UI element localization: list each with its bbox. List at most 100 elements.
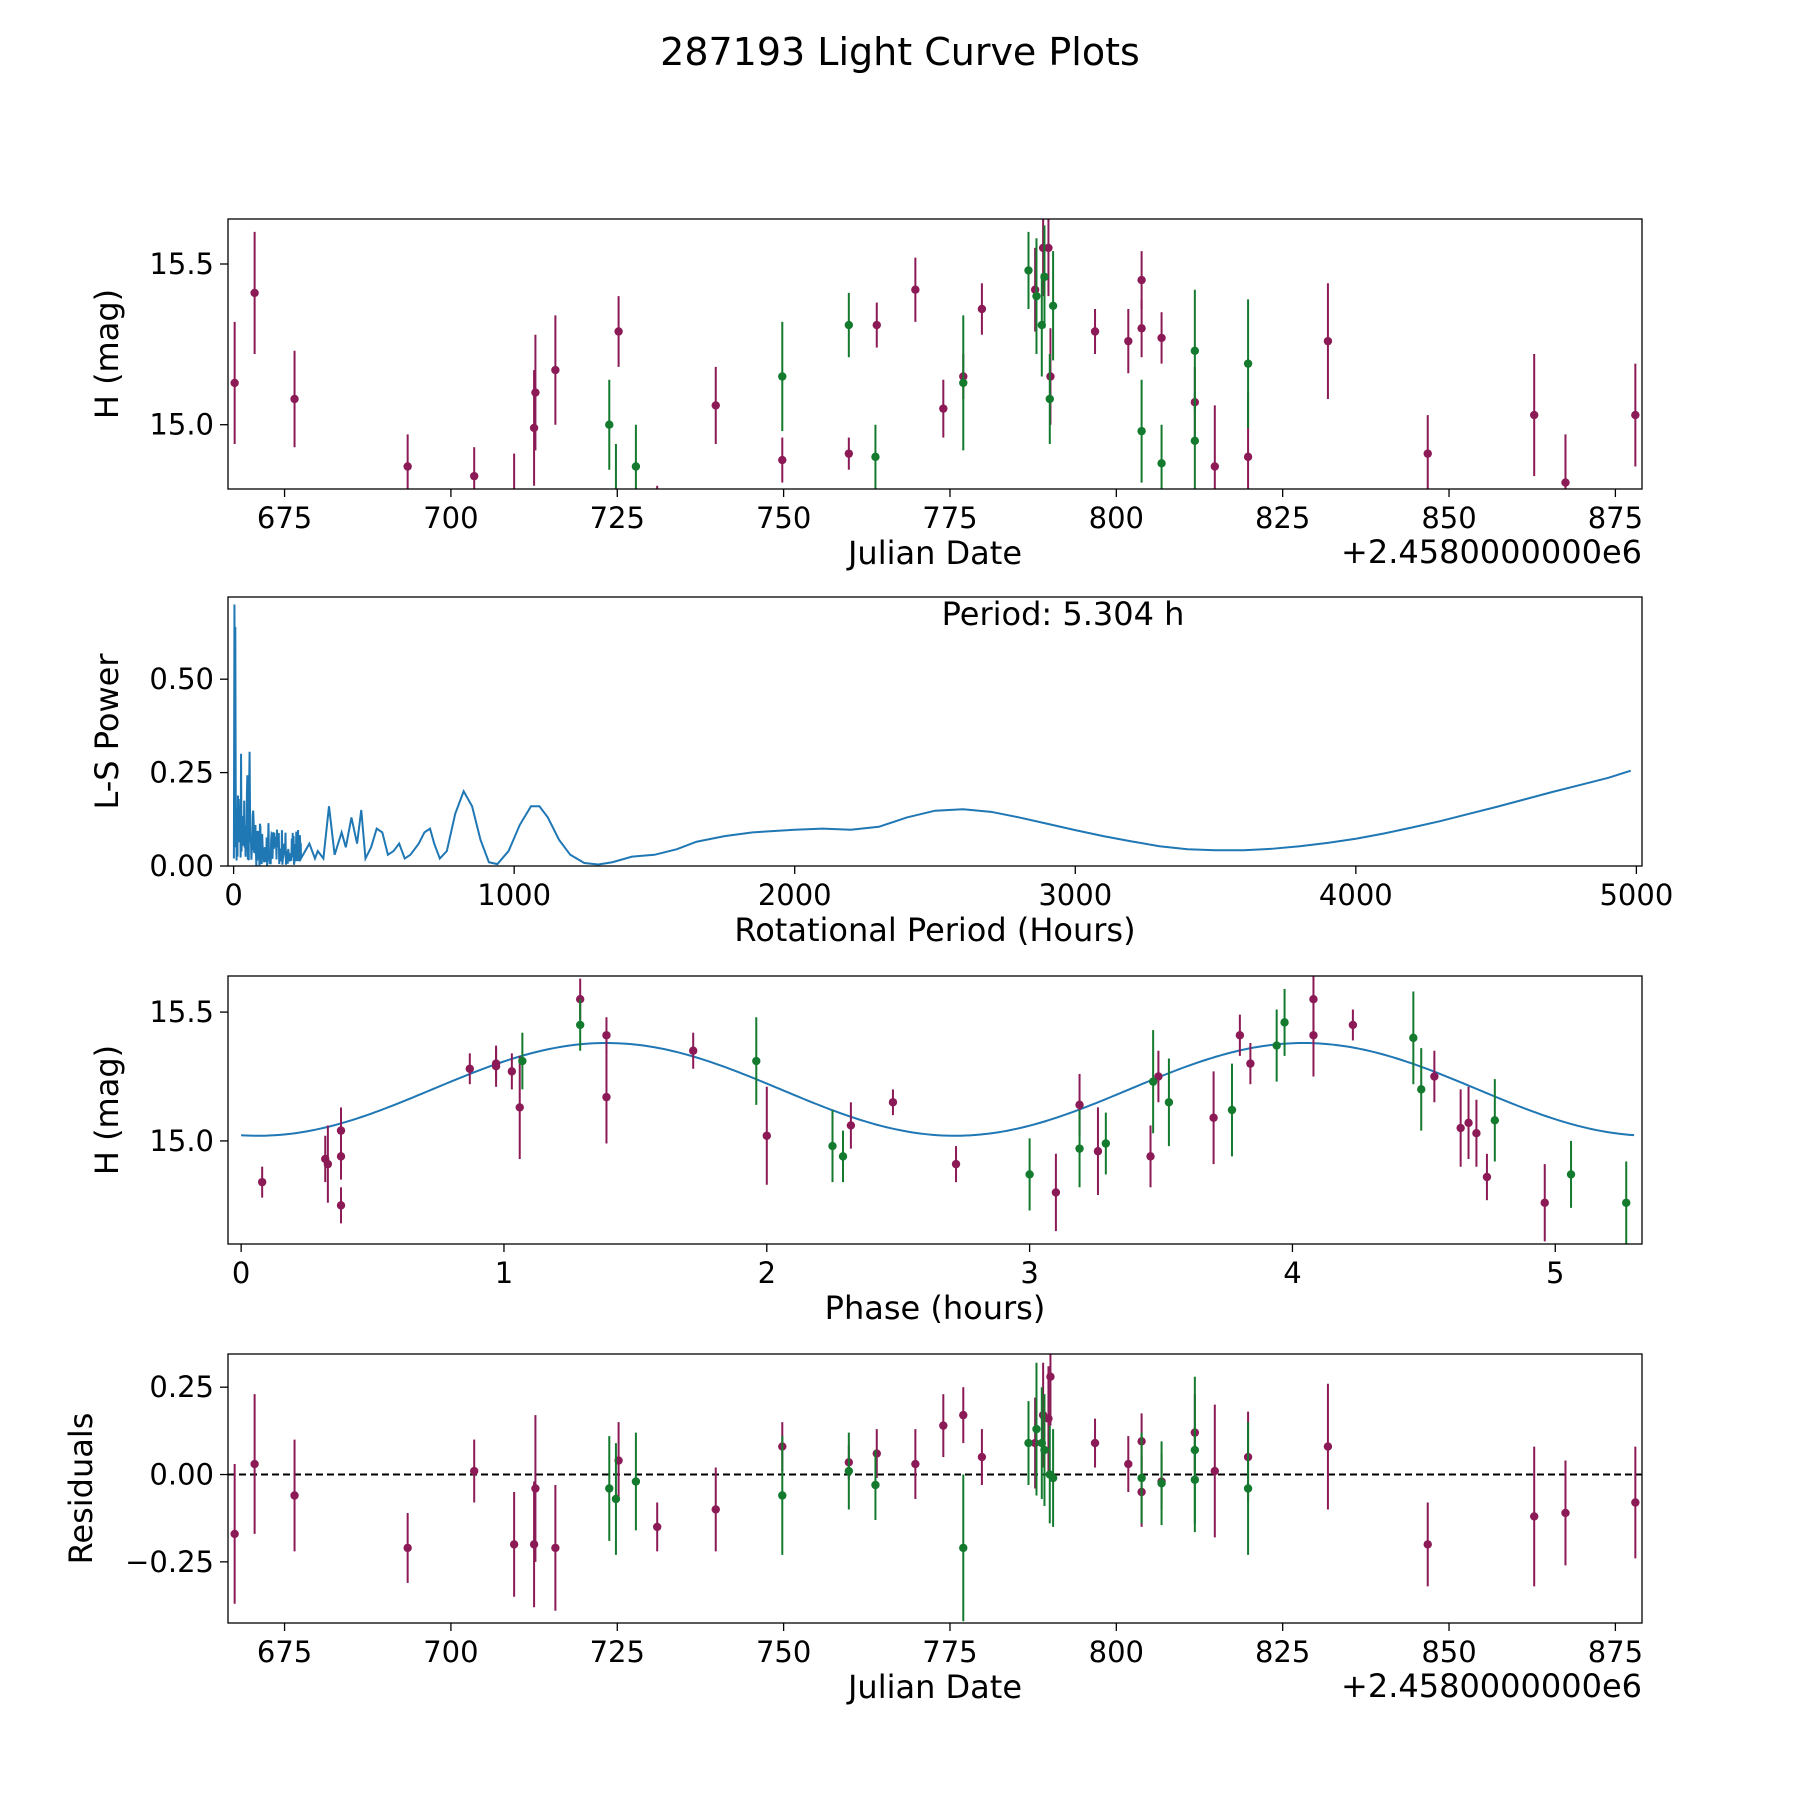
data-point <box>1164 1098 1174 1107</box>
residuals-y-label: Residuals <box>62 1413 100 1565</box>
data-point <box>1075 1144 1084 1153</box>
x-tick-label: 750 <box>756 1635 811 1669</box>
data-point <box>752 1056 761 1066</box>
residuals-plot-area <box>228 1354 1642 1622</box>
data-point <box>959 1543 968 1553</box>
data-point <box>844 449 854 458</box>
data-point <box>1490 1116 1500 1125</box>
data-point <box>828 1141 837 1151</box>
data-point <box>1025 1170 1034 1179</box>
data-point <box>1530 410 1539 420</box>
data-point <box>336 1126 346 1135</box>
data-point <box>614 327 623 336</box>
data-point <box>257 1177 267 1187</box>
data-point <box>605 420 614 429</box>
data-point <box>872 1449 881 1458</box>
data-point <box>1148 1077 1158 1086</box>
data-point <box>605 1484 614 1493</box>
data-point <box>1622 1198 1631 1207</box>
x-tick-label: 725 <box>590 501 645 535</box>
data-point <box>844 320 854 330</box>
data-point <box>465 1064 474 1073</box>
data-point <box>1456 1123 1465 1133</box>
y-tick-label: 0.00 <box>149 1458 214 1492</box>
lightcurve-x-offset: +2.4580000000e6 <box>1341 533 1642 571</box>
data-point <box>689 1046 698 1055</box>
data-point <box>551 365 560 375</box>
data-point <box>1561 478 1570 487</box>
data-point <box>1157 459 1166 468</box>
x-tick-label: 4000 <box>1319 878 1393 912</box>
data-point <box>1124 336 1133 346</box>
data-point <box>871 452 880 462</box>
lightcurve-panel: 675 700 725 750 775 800 825 850 875 15.0 15.5 Juli… <box>88 218 1643 572</box>
data-point <box>1482 1172 1492 1182</box>
data-point <box>611 1494 621 1504</box>
data-point <box>939 1421 948 1430</box>
data-point <box>871 1480 880 1490</box>
data-point <box>1423 1540 1432 1549</box>
data-point <box>1472 1128 1481 1138</box>
data-point <box>631 462 641 471</box>
data-point <box>1210 1466 1220 1476</box>
data-point <box>711 1505 720 1514</box>
data-point <box>529 423 539 433</box>
data-point <box>652 1522 662 1532</box>
data-point <box>1417 1085 1426 1094</box>
data-point <box>711 401 720 410</box>
data-point <box>551 1543 560 1553</box>
data-point <box>1243 359 1253 368</box>
x-tick-label: 775 <box>922 501 977 535</box>
data-point <box>1045 394 1054 404</box>
y-tick-label: 15.0 <box>149 408 214 442</box>
data-point <box>403 1543 412 1553</box>
lightcurve-marks: 675 700 725 750 775 800 825 850 875 15.0 15.5 <box>149 218 1643 535</box>
data-point <box>911 285 920 294</box>
data-point <box>1227 1105 1237 1115</box>
periodogram-plot-area <box>232 604 1632 866</box>
x-tick-label: 750 <box>756 501 811 535</box>
data-point <box>872 320 881 330</box>
lightcurve-plot-area <box>230 219 1640 489</box>
data-point <box>951 1159 961 1169</box>
data-point <box>531 388 540 397</box>
data-point <box>1243 452 1253 462</box>
period-annotation: Period: 5.304 h <box>942 595 1185 633</box>
data-point <box>1040 1445 1049 1455</box>
x-tick-label: 5000 <box>1599 878 1673 912</box>
data-point <box>290 394 299 404</box>
data-point <box>323 1159 333 1169</box>
data-point <box>1190 1475 1200 1484</box>
data-point <box>509 1540 519 1549</box>
data-point <box>1464 1118 1473 1128</box>
data-point <box>507 1067 517 1076</box>
residuals-axes-frame <box>227 1353 1643 1624</box>
data-point <box>1137 1473 1146 1483</box>
lightcurve-y-label: H (mag) <box>88 289 126 419</box>
phased-y-label: H (mag) <box>88 1045 126 1175</box>
y-tick-label: 15.5 <box>149 247 214 281</box>
data-point <box>1137 324 1146 333</box>
x-tick-label: 675 <box>257 1635 312 1669</box>
data-point <box>1530 1512 1539 1521</box>
x-tick-label: 3000 <box>1038 878 1112 912</box>
data-point <box>631 1477 641 1486</box>
data-point <box>1561 1508 1570 1518</box>
data-point <box>977 1452 987 1462</box>
y-tick-label: 15.5 <box>149 995 214 1029</box>
data-point <box>1032 1424 1041 1434</box>
data-point <box>1309 1031 1318 1040</box>
data-point <box>911 1459 920 1469</box>
periodogram-panel: 0 1000 2000 3000 4000 5000 0.00 0.25 0.50 Rotati… <box>88 595 1673 949</box>
phased-axes-frame <box>227 975 1643 1245</box>
x-tick-label: 4 <box>1283 1256 1301 1290</box>
data-point <box>336 1152 346 1161</box>
x-tick-label: 1000 <box>477 878 551 912</box>
data-point <box>1024 1438 1033 1448</box>
data-point <box>888 1098 898 1107</box>
phased-plot-area <box>241 976 1635 1244</box>
residuals-panel: 675 700 725 750 775 800 825 850 875 0.25 0.00 −0.25… <box>62 1353 1643 1706</box>
data-point <box>1046 1372 1055 1381</box>
data-point <box>1157 333 1166 343</box>
